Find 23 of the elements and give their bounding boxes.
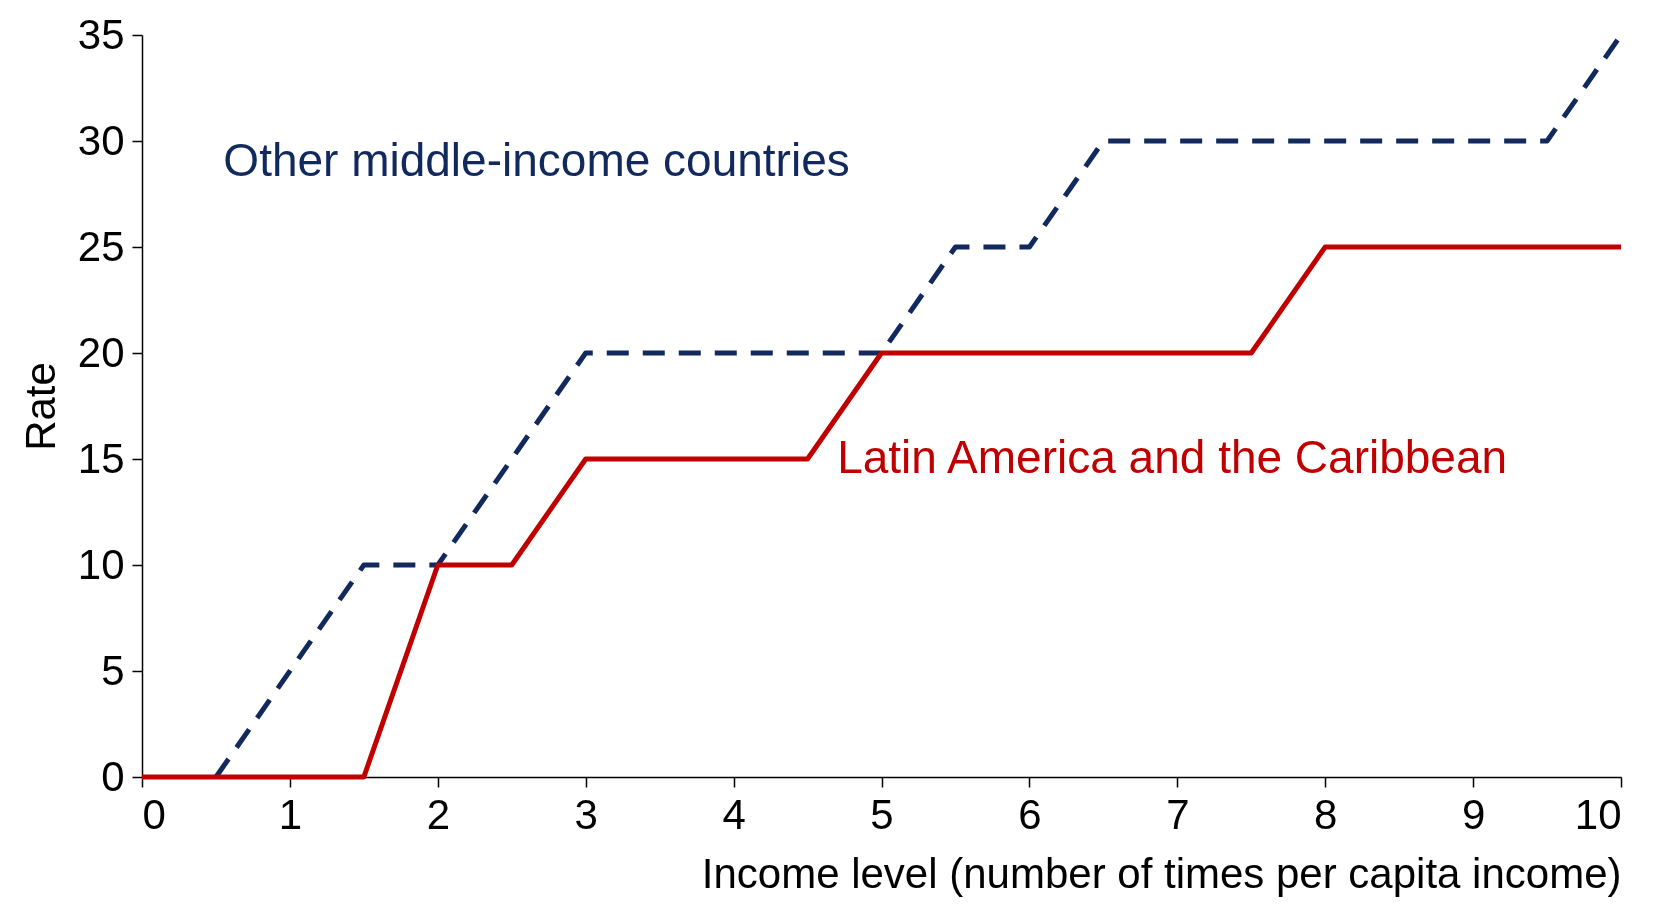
x-tick-label: 9 <box>1461 790 1486 838</box>
y-tick-label: 15 <box>77 434 125 482</box>
x-tick-label: 5 <box>870 790 894 838</box>
y-tick-label: 5 <box>101 646 125 694</box>
x-tick-label: 6 <box>1018 790 1042 838</box>
y-tick-label: 25 <box>77 222 125 270</box>
y-tick-label: 0 <box>101 752 125 800</box>
x-axis-title: Income level (number of times per capita income) <box>701 849 1622 897</box>
x-tick-label: 2 <box>426 790 450 838</box>
y-tick-label: 35 <box>77 10 125 58</box>
x-tick-label: 8 <box>1314 790 1338 838</box>
x-tick-label: 10 <box>1574 790 1622 838</box>
y-tick-label: 30 <box>77 116 125 164</box>
x-tick-label: 3 <box>574 790 598 838</box>
text: Other middle-income countries <box>223 134 850 187</box>
series-label: Latin America and the Caribbean <box>837 431 1508 483</box>
x-tick-label: 4 <box>722 790 746 838</box>
x-tick-label: 1 <box>278 790 303 838</box>
x-tick-label: 0 <box>142 790 166 838</box>
y-tick-label: 20 <box>77 328 125 376</box>
y-tick-label: 10 <box>77 540 125 588</box>
x-tick-label: 7 <box>1166 790 1190 838</box>
y-axis-title: Rate <box>16 362 64 451</box>
